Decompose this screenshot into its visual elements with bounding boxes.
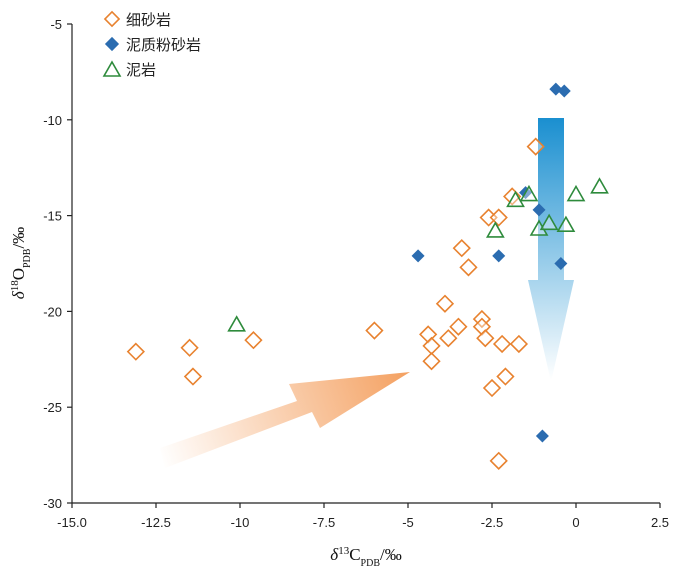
axis-tick-labels: -15.0 -12.5 -10 -7.5 -5 -2.5 0 2.5 -5 -10 -15 -20 -2…: [43, 17, 669, 530]
x-tick-label: -5: [402, 515, 414, 530]
point-sandstone: [496, 367, 515, 386]
point-mudstone: [485, 221, 505, 238]
legend: 细砂岩 泥质粉砂岩 泥岩: [102, 10, 201, 79]
point-muddy-siltstone: [557, 84, 571, 98]
x-tick-label: -7.5: [313, 515, 335, 530]
point-mudstone: [590, 177, 609, 194]
point-muddy-siltstone: [554, 257, 568, 270]
point-sandstone: [526, 137, 545, 156]
point-sandstone: [183, 367, 203, 386]
x-tick-label: -10: [231, 515, 250, 530]
legend-marker-triangle-open: [102, 60, 122, 77]
point-muddy-siltstone: [532, 203, 546, 217]
point-mudstone: [529, 219, 549, 236]
x-tick-label: -15.0: [57, 515, 87, 530]
legend-marker-diamond-open: [103, 10, 121, 28]
x-tick-label: -2.5: [481, 515, 503, 530]
y-tick-label: -15: [43, 209, 62, 224]
y-tick-label: -5: [50, 17, 62, 32]
data-points: [126, 82, 609, 470]
point-mudstone: [566, 184, 586, 202]
point-sandstone: [482, 378, 502, 398]
y-tick-label: -25: [43, 400, 62, 415]
point-mudstone: [556, 215, 576, 232]
legend-item-mudstone: 泥岩: [102, 60, 156, 79]
legend-label: 泥岩: [126, 62, 156, 79]
point-mudstone: [519, 184, 539, 202]
legend-label: 泥质粉砂岩: [126, 37, 201, 54]
point-sandstone: [439, 329, 458, 348]
x-tick-label: 0: [572, 515, 579, 530]
point-sandstone: [492, 334, 512, 354]
point-sandstone: [459, 258, 478, 277]
y-tick-label: -20: [43, 304, 62, 319]
point-mudstone: [506, 190, 525, 208]
point-sandstone: [180, 338, 199, 357]
point-sandstone: [244, 331, 263, 350]
x-tick-label: -12.5: [141, 515, 171, 530]
axis-ticks: [67, 23, 661, 508]
point-muddy-siltstone: [535, 429, 549, 443]
point-sandstone: [449, 317, 468, 336]
x-tick-label: 2.5: [651, 515, 669, 530]
orange-trend-arrow: [160, 372, 410, 468]
point-muddy-siltstone: [492, 249, 506, 263]
x-axis-label: δ13CPDB/‰: [330, 545, 401, 569]
legend-label: 细砂岩: [126, 12, 171, 29]
y-axis-label: δ18OPDB/‰: [9, 227, 33, 299]
blue-trend-arrow: [528, 118, 574, 382]
point-sandstone: [452, 239, 471, 258]
point-sandstone: [422, 352, 441, 371]
y-tick-label: -30: [43, 496, 62, 511]
point-mudstone: [227, 315, 247, 332]
legend-item-muddy-siltstone: 泥质粉砂岩: [104, 36, 201, 54]
y-tick-label: -10: [43, 113, 62, 128]
point-muddy-siltstone: [411, 249, 425, 263]
point-mudstone: [539, 213, 559, 231]
point-sandstone: [509, 334, 529, 354]
point-sandstone: [489, 208, 508, 227]
legend-marker-diamond-filled: [104, 36, 120, 52]
legend-item-sandstone: 细砂岩: [103, 10, 171, 29]
point-sandstone: [489, 451, 508, 470]
point-sandstone: [126, 342, 145, 361]
point-sandstone: [476, 329, 495, 348]
point-sandstone: [435, 294, 455, 313]
point-sandstone: [365, 321, 384, 340]
